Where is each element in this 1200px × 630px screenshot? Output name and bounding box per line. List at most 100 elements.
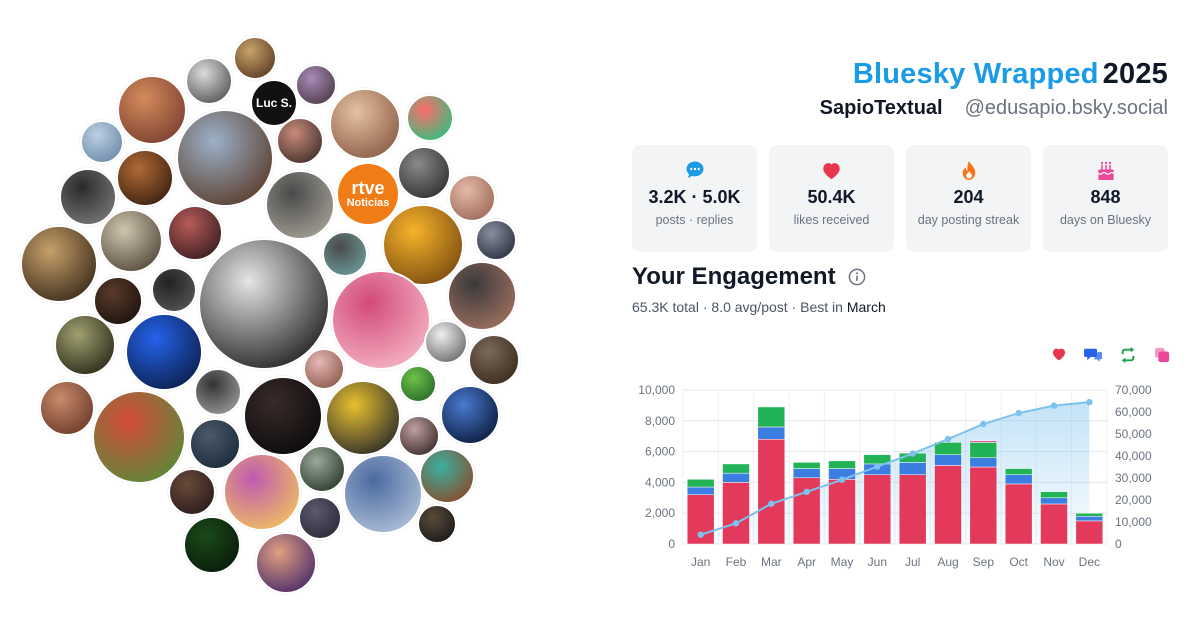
avatar[interactable]: [331, 270, 431, 370]
avatar[interactable]: [116, 149, 174, 207]
avatar[interactable]: [93, 276, 143, 326]
bar-segment: [1004, 483, 1033, 545]
avatar[interactable]: [398, 415, 440, 457]
avatar-luc[interactable]: Luc S.: [252, 81, 296, 125]
bar-segment: [1004, 474, 1033, 485]
avatar[interactable]: [233, 36, 277, 80]
avatar[interactable]: [185, 57, 233, 105]
user-handle: @edusapio.bsky.social: [964, 97, 1168, 119]
avatar[interactable]: [343, 454, 423, 534]
avatar[interactable]: [183, 516, 241, 574]
likes-value: 50.4K: [807, 187, 856, 207]
avatar[interactable]: [448, 174, 496, 222]
cumulative-point: [1050, 402, 1058, 409]
user-line: SapioTextual @edusapio.bsky.social: [820, 97, 1168, 120]
avatar[interactable]: [397, 146, 451, 200]
avatar[interactable]: [440, 385, 500, 445]
cumulative-point: [909, 450, 916, 457]
heart-icon[interactable]: [1051, 347, 1067, 363]
avatar[interactable]: [125, 313, 203, 391]
cumulative-point: [697, 531, 704, 538]
days-value: 848: [1090, 187, 1121, 207]
engagement-total-word: total: [672, 299, 699, 315]
avatar[interactable]: [167, 205, 223, 261]
y-tick-left: 0: [668, 537, 675, 551]
avatar[interactable]: [303, 348, 345, 390]
cumulative-point: [1086, 398, 1093, 406]
avatar[interactable]: [298, 445, 346, 493]
avatar[interactable]: [198, 238, 330, 370]
avatar[interactable]: [255, 532, 317, 594]
avatar[interactable]: [276, 117, 324, 165]
engagement-title-text: Your Engagement: [632, 263, 836, 290]
avatar[interactable]: [417, 504, 457, 544]
avatar[interactable]: [325, 380, 401, 456]
avatar[interactable]: [223, 453, 301, 531]
avatar[interactable]: [151, 267, 197, 313]
cumulative-point: [768, 500, 775, 507]
x-tick: Nov: [1043, 555, 1064, 569]
bar-segment: [969, 440, 998, 443]
avatar[interactable]: [265, 170, 335, 240]
x-tick: Oct: [1009, 555, 1028, 569]
avatar[interactable]: [468, 334, 520, 386]
x-tick: Dec: [1079, 555, 1100, 569]
bar-segment: [792, 462, 821, 469]
avatar[interactable]: [117, 75, 187, 145]
posts-replies-value: 3.2K · 5.0K: [648, 187, 741, 207]
avatar[interactable]: [424, 320, 468, 364]
streak-value: 204: [953, 187, 984, 207]
avatar[interactable]: [189, 418, 241, 470]
avatar[interactable]: [406, 94, 454, 142]
fire-icon: [906, 159, 1031, 181]
bar-segment: [1075, 516, 1104, 522]
avatar[interactable]: [99, 209, 163, 273]
days-label: days on Bluesky: [1059, 213, 1152, 227]
avatar-cloud: Luc S. rtve Noticias: [20, 36, 520, 594]
bar-segment: [934, 465, 962, 545]
bar-segment: [898, 474, 927, 545]
avatar[interactable]: [39, 380, 95, 436]
quote-icon[interactable]: [1154, 347, 1170, 363]
avatar[interactable]: [298, 496, 342, 540]
cumulative-point: [944, 435, 952, 443]
engagement-title: Your Engagement: [632, 263, 866, 291]
bar-segment: [828, 479, 856, 545]
avatar-rtve-noticias[interactable]: rtve Noticias: [338, 164, 398, 224]
avatar[interactable]: [295, 64, 337, 106]
avatar[interactable]: [59, 168, 117, 226]
cake-icon: [1043, 159, 1168, 181]
x-tick: Feb: [726, 555, 747, 569]
avatar[interactable]: [176, 109, 274, 207]
y-tick-right: 10,000: [1115, 515, 1152, 529]
repost-icon[interactable]: [1119, 347, 1137, 363]
bar-segment: [686, 479, 715, 488]
cumulative-point: [874, 463, 881, 470]
avatar[interactable]: [92, 390, 186, 484]
avatar[interactable]: [447, 261, 517, 331]
avatar[interactable]: [329, 88, 401, 160]
engagement-chart: 0 2,000 4,000 6,000 8,000 10,000 0 10,000 20,000…: [638, 383, 1152, 569]
y-tick-right: 40,000: [1115, 449, 1152, 463]
y-tick-right: 30,000: [1115, 471, 1152, 485]
stat-card-posts: 3.2K · 5.0K posts · replies: [632, 145, 757, 252]
avatar[interactable]: [322, 231, 368, 277]
reply-icon[interactable]: [1084, 347, 1102, 363]
avatar[interactable]: [399, 365, 437, 403]
avatar[interactable]: [475, 219, 517, 261]
info-icon[interactable]: [848, 268, 866, 286]
bar-segment: [828, 460, 856, 469]
avatar[interactable]: [54, 314, 116, 376]
avatar[interactable]: [243, 376, 323, 456]
engagement-total: 65.3K: [632, 299, 669, 315]
avatar[interactable]: [168, 468, 216, 516]
bar-segment: [722, 463, 750, 474]
x-tick: May: [831, 555, 854, 569]
page-title: Bluesky Wrapped 2025: [820, 58, 1168, 91]
avatar[interactable]: [419, 448, 475, 504]
bar-segment: [686, 486, 715, 495]
avatar[interactable]: [80, 120, 124, 164]
avatar[interactable]: [20, 225, 98, 303]
year-label: 2025: [1102, 58, 1168, 90]
avatar[interactable]: [194, 368, 242, 416]
